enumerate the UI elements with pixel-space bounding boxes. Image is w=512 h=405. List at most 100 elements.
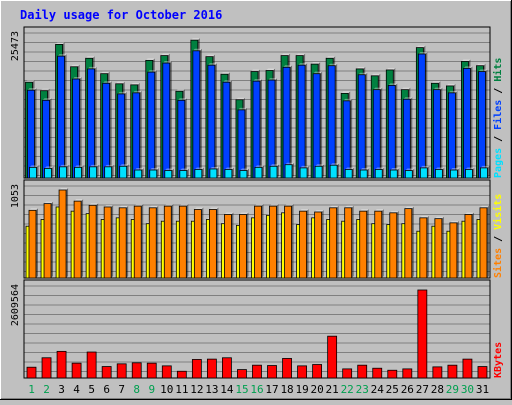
visits-bar: [374, 210, 383, 279]
files-bar-shadow: [214, 63, 217, 178]
x-tick-label: 22: [341, 383, 354, 396]
kbytes-bar: [312, 364, 323, 379]
pages-bar: [299, 167, 308, 179]
files-bar-shadow: [365, 72, 368, 178]
kbytes-bar: [131, 362, 142, 379]
visits-bar-top: [74, 199, 84, 202]
kbytes-bar: [26, 366, 37, 379]
files-bar-shadow: [199, 48, 202, 178]
pages-bar-shadow: [111, 164, 114, 178]
files-bar-top: [207, 63, 217, 66]
hits-bar-top: [40, 88, 50, 91]
files-bar: [282, 66, 291, 179]
visits-bar: [208, 209, 217, 279]
kbytes-bar: [71, 362, 82, 379]
visits-bar-shadow: [441, 216, 444, 278]
files-bar-shadow: [305, 63, 308, 178]
x-tick-label: 14: [220, 383, 234, 396]
files-bar-shadow: [335, 63, 338, 179]
visits-bar-top: [314, 209, 324, 212]
legend: Pages / Files / Hits: [492, 58, 504, 178]
pages-bar-top: [104, 164, 114, 167]
files-bar-top: [478, 69, 488, 72]
visits-bar: [163, 205, 172, 279]
files-bar-shadow: [320, 71, 323, 178]
visits-bar-top: [119, 205, 129, 208]
visits-bar: [148, 207, 157, 279]
files-bar-top: [283, 65, 293, 68]
visits-bar: [224, 214, 232, 279]
visits-bar-shadow: [216, 207, 219, 278]
visits-bar: [404, 208, 413, 279]
pages-bar-shadow: [472, 167, 475, 178]
legend-entry: KBytes: [493, 342, 504, 378]
files-bar-top: [433, 87, 443, 90]
visits-bar: [449, 222, 458, 279]
visits-bar-shadow: [366, 209, 369, 278]
hits-bar-top: [250, 69, 260, 72]
kbytes-bar: [41, 357, 52, 379]
x-tick-label: 18: [280, 383, 293, 396]
x-tick-label: 3: [58, 383, 65, 396]
pages-bar: [389, 169, 398, 179]
pages-bar-shadow: [292, 162, 295, 178]
files-bar: [177, 99, 186, 179]
files-bar: [267, 79, 276, 179]
visits-bar-shadow: [141, 204, 144, 278]
files-bar: [237, 109, 246, 179]
hits-bar-top: [401, 87, 411, 90]
legend-entry: Pages: [493, 148, 504, 178]
x-tick-label: 30: [461, 383, 474, 396]
hits-bar-top: [296, 53, 306, 56]
x-tick-label: 7: [118, 383, 125, 396]
pages-bar-top: [375, 167, 385, 170]
pages-bar-top: [119, 164, 129, 167]
visits-bar-top: [194, 207, 204, 210]
visits-bar: [43, 203, 52, 279]
visits-bar: [314, 211, 323, 279]
hits-bar-top: [386, 67, 396, 70]
pages-bar-top: [285, 162, 295, 165]
files-bar: [357, 74, 366, 179]
pages-bar-top: [405, 168, 415, 171]
files-bar-shadow: [395, 83, 398, 178]
files-bar: [147, 71, 156, 179]
visits-bar-shadow: [291, 204, 294, 278]
legend-entry: Files: [492, 100, 504, 130]
pages-bar-top: [254, 165, 264, 168]
pages-bar-top: [29, 165, 39, 168]
hits-bar-top: [356, 66, 366, 69]
visits-bar-top: [254, 204, 264, 207]
visits-bar-top: [89, 203, 99, 206]
files-bar-shadow: [94, 66, 97, 178]
visits-bar-top: [134, 204, 144, 207]
visits-bar-shadow: [411, 206, 414, 278]
x-tick-label: 31: [476, 383, 489, 396]
pages-bar-top: [390, 168, 400, 171]
kbytes-bar: [206, 358, 217, 379]
pages-bar-top: [209, 166, 219, 169]
pages-bar: [209, 168, 218, 179]
files-bar-top: [373, 87, 383, 90]
files-bar-top: [177, 98, 187, 101]
visits-bar: [88, 204, 97, 279]
kbytes-bar: [357, 364, 368, 379]
kbytes-bar: [297, 365, 307, 379]
pages-bar-top: [435, 167, 445, 170]
files-bar-top: [162, 61, 172, 64]
pages-bar-shadow: [126, 164, 129, 178]
pages-bar-shadow: [36, 165, 39, 178]
hits-bar-top: [311, 62, 321, 65]
visits-bar-shadow: [276, 204, 279, 278]
kbytes-bar: [191, 359, 202, 379]
pages-bar-shadow: [246, 168, 249, 178]
hits-bar-top: [281, 53, 291, 56]
pages-bar-top: [360, 168, 370, 171]
visits-bar-top: [404, 206, 414, 209]
visits-bar-shadow: [156, 205, 159, 278]
x-tick-label: 28: [431, 383, 444, 396]
files-bar-top: [102, 81, 112, 84]
pages-bar-top: [59, 164, 69, 167]
kbytes-bar: [267, 365, 277, 379]
hits-bar-top: [446, 83, 456, 86]
